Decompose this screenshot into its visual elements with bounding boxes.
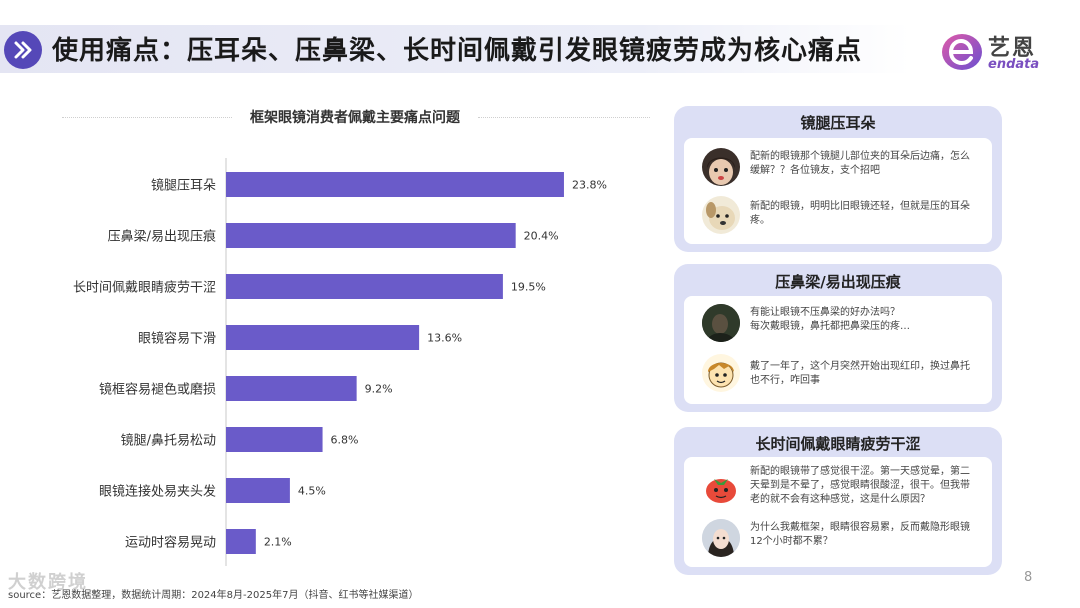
category-label: 镜腿/鼻托易松动 (121, 433, 216, 449)
category-label: 镜框容易褪色或磨损 (99, 382, 216, 398)
value-label: 4.5% (298, 485, 326, 498)
comment-text: 戴了一年了，这个月突然开始出现红印，换过鼻托也不行，咋回事 (750, 361, 970, 386)
panel-ear-pressure: 镜腿压耳朵 配新的眼镜那个镜腿儿部位夹的耳朵后边痛，怎么缓解？？各位镜友，支个招… (674, 106, 1002, 252)
panel-title: 长时间佩戴眼睛疲劳干涩 (755, 435, 921, 453)
bar-chart: 镜腿压耳朵 23.8% 压鼻梁/易出现压痕 20.4% 长时间佩戴眼睛疲劳干涩 19.5%… (73, 158, 607, 566)
comment-card: 配新的眼镜那个镜腿儿部位夹的耳朵后边痛，怎么缓解？？各位镜友，支个招吧 新配的眼… (684, 138, 992, 244)
page-title: 使用痛点：压耳朵、压鼻梁、长时间佩戴引发眼镜疲劳成为核心痛点 (52, 36, 863, 66)
value-label: 2.1% (264, 536, 292, 549)
comment-text: 新配的眼镜，明明比旧眼镜还轻，但就是压的耳朵疼。 (750, 201, 970, 226)
brand-name-en: endata (988, 57, 1040, 72)
endata-logo-icon (942, 34, 982, 70)
title-divider-left (62, 117, 232, 118)
bar (226, 478, 290, 503)
chart-title: 框架眼镜消费者佩戴主要痛点问题 (250, 110, 460, 126)
bar (226, 223, 516, 248)
puppy-icon (702, 196, 740, 234)
category-label: 长时间佩戴眼睛疲劳干涩 (73, 280, 216, 296)
category-label: 眼镜容易下滑 (138, 331, 216, 347)
category-label: 运动时容易晃动 (125, 535, 216, 551)
bar (226, 427, 323, 452)
comment-text: 配新的眼镜那个镜腿儿部位夹的耳朵后边痛，怎么缓解？？各位镜友，支个招吧 (750, 151, 970, 176)
girl-portrait-icon (702, 519, 740, 557)
brand-logo: 艺恩 endata (940, 30, 1050, 76)
comment-text: 为什么我戴框架，眼睛很容易累，反而戴隐形眼镜12个小时都不累？ (750, 522, 970, 547)
comment-item: 新配的眼镜，明明比旧眼镜还轻，但就是压的耳朵疼。 (684, 194, 992, 240)
header-bar (0, 25, 910, 73)
bar (226, 529, 256, 554)
source-note: source：艺恩数据整理，数据统计周期：2024年8月-2025年7月（抖音、… (8, 590, 419, 601)
dark-photo-icon (702, 304, 740, 342)
panel-eye-fatigue: 长时间佩戴眼睛疲劳干涩 新配的眼镜带了感觉很干涩。第一天感觉晕，第二天晕到是不晕… (674, 427, 1002, 575)
value-label: 9.2% (365, 383, 393, 396)
panel-title: 压鼻梁/易出现压痕 (775, 273, 901, 291)
comment-item: 有能让眼镜不压鼻梁的好办法吗？ 每次戴眼镜，鼻托都把鼻梁压的疼… (684, 302, 992, 348)
comment-item: 为什么我戴框架，眼睛很容易累，反而戴隐形眼镜12个小时都不累？ (684, 515, 992, 565)
value-label: 23.8% (572, 179, 607, 192)
bar (226, 376, 357, 401)
comment-item: 新配的眼镜带了感觉很干涩。第一天感觉晕，第二天晕到是不晕了，感觉眼睛很酸涩，很干… (684, 461, 992, 511)
girl-face-icon (702, 148, 740, 186)
page-number: 8 (1024, 570, 1033, 585)
brand-name-cn: 艺恩 (988, 36, 1037, 61)
cartoon-boy-icon (702, 354, 740, 392)
tomato-icon (702, 469, 740, 507)
panel-nose-pressure: 压鼻梁/易出现压痕 有能让眼镜不压鼻梁的好办法吗？ 每次戴眼镜，鼻托都把鼻梁压的… (674, 264, 1002, 412)
comment-item: 戴了一年了，这个月突然开始出现红印，换过鼻托也不行，咋回事 (684, 354, 992, 400)
value-label: 6.8% (331, 434, 359, 447)
comment-text: 新配的眼镜带了感觉很干涩。第一天感觉晕，第二天晕到是不晕了，感觉眼睛很酸涩，很干… (750, 466, 970, 505)
value-label: 20.4% (524, 230, 559, 243)
value-label: 13.6% (427, 332, 462, 345)
double-chevron-right-icon (4, 31, 42, 69)
category-label: 压鼻梁/易出现压痕 (108, 229, 216, 245)
comment-card: 有能让眼镜不压鼻梁的好办法吗？ 每次戴眼镜，鼻托都把鼻梁压的疼… 戴了一年了，这… (684, 296, 992, 404)
bar (226, 172, 564, 197)
comment-card: 新配的眼镜带了感觉很干涩。第一天感觉晕，第二天晕到是不晕了，感觉眼睛很酸涩，很干… (684, 457, 992, 567)
watermark: 大数跨境 (8, 572, 88, 593)
title-divider-right (478, 117, 650, 118)
comment-item: 配新的眼镜那个镜腿儿部位夹的耳朵后边痛，怎么缓解？？各位镜友，支个招吧 (684, 144, 992, 190)
comment-text: 有能让眼镜不压鼻梁的好办法吗？ 每次戴眼镜，鼻托都把鼻梁压的疼… (750, 307, 910, 332)
value-label: 19.5% (511, 281, 546, 294)
category-label: 镜腿压耳朵 (151, 179, 216, 194)
category-label: 眼镜连接处易夹头发 (99, 484, 216, 500)
bar (226, 325, 420, 350)
panel-title: 镜腿压耳朵 (800, 114, 876, 132)
bar (226, 274, 503, 299)
